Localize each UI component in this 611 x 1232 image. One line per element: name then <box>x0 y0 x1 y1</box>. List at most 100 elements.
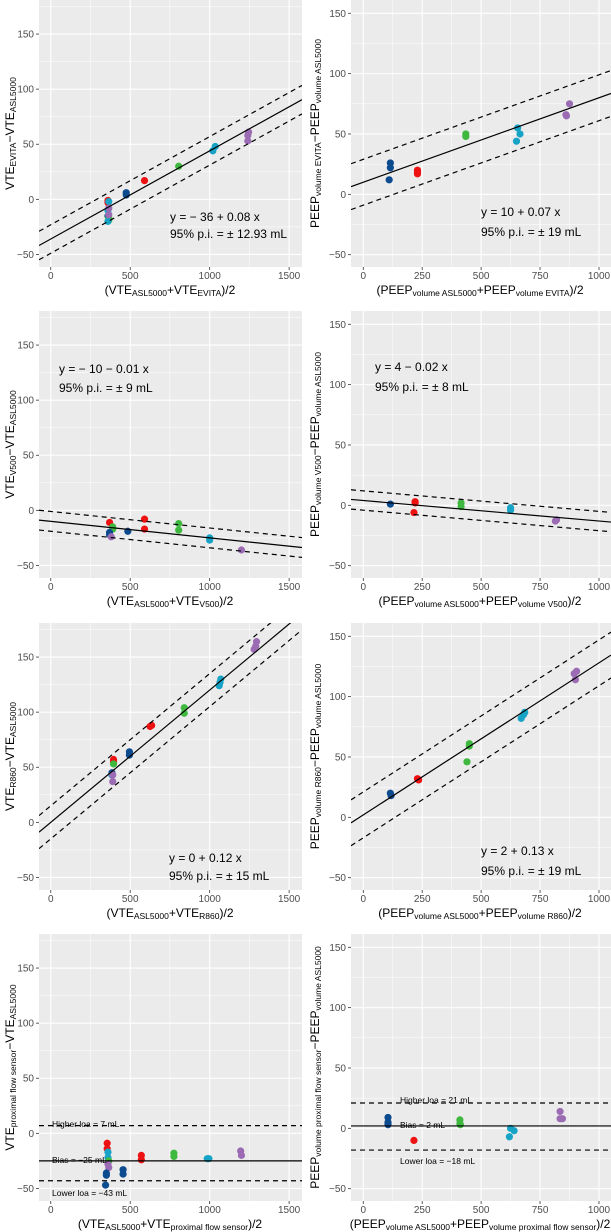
title-text: +PEEP <box>479 906 518 920</box>
subscript: volume R860 <box>518 911 568 921</box>
upper-prediction-interval <box>39 509 302 539</box>
data-point-purple <box>244 137 252 145</box>
y-tick-label: 50 <box>335 440 347 451</box>
data-point-blue <box>385 176 393 184</box>
data-point-green <box>175 162 183 170</box>
x-tick-label: 1000 <box>199 894 222 905</box>
subscript: ASL5000 <box>8 984 18 1019</box>
title-text: (PEEP <box>379 594 415 608</box>
x-axis-title: (VTEASL5000+VTEEVITA)/2 <box>105 283 236 298</box>
annotation: Bias = 2 mL <box>400 1120 445 1130</box>
annotation: 95% p.i. = ± 9 mL <box>59 381 153 395</box>
data-point-green <box>175 519 183 528</box>
plot-background <box>39 623 302 890</box>
data-point-cyan <box>505 1133 514 1141</box>
x-tick-label: 1000 <box>588 894 611 905</box>
data-point-purple <box>109 771 117 779</box>
annotation: 95% p.i. = ± 19 mL <box>481 225 582 239</box>
title-text: )/2 <box>248 1217 262 1231</box>
data-point-cyan <box>506 506 515 514</box>
data-point-cyan <box>510 1127 518 1135</box>
y-axis-title: PEEPvolume proximal flow sensor−PEEPvolu… <box>308 946 323 1189</box>
y-tick-label: 150 <box>329 632 346 643</box>
lower-prediction-interval <box>39 529 302 559</box>
x-tick-label: 1000 <box>588 271 611 282</box>
data-point-green <box>170 1152 178 1161</box>
x-axis-title: (PEEPvolume ASL5000+PEEPvolume V500)/2 <box>379 594 582 609</box>
data-point-purple <box>562 112 571 120</box>
subscript: ASL5000 <box>8 390 18 425</box>
subscript: R860 <box>199 911 220 921</box>
title-text: (VTE <box>106 906 133 920</box>
data-point-blue <box>102 1171 110 1179</box>
subscript: ASL5000 <box>8 77 18 112</box>
x-axis-title: (PEEPvolume ASL5000+PEEPvolume R860)/2 <box>378 906 582 921</box>
data-point-red <box>137 1156 145 1164</box>
title-text: −PEEP <box>308 1011 322 1050</box>
title-text: (VTE <box>78 1217 105 1231</box>
annotation: Lower loa = −43 mL <box>52 1188 127 1198</box>
x-axis-title: (PEEPvolume ASL5000+PEEPvolume proximal … <box>350 1217 611 1232</box>
lower-prediction-interval <box>351 677 611 847</box>
annotation: 95% p.i. = ± 19 mL <box>481 864 582 878</box>
x-axis-title: (PEEPvolume ASL5000+PEEPvolume EVITA)/2 <box>376 283 583 298</box>
subscript: volume ASL5000 <box>313 946 323 1011</box>
subscript: volume V500 <box>518 599 568 609</box>
title-text: −PEEP <box>308 416 322 455</box>
y-axis-title: VTEV500−VTEASL5000 <box>3 390 18 499</box>
data-point-green <box>109 760 118 768</box>
data-point-blue <box>386 500 394 508</box>
x-tick-label: 1500 <box>278 271 301 282</box>
subscript: volume ASL5000 <box>313 39 323 104</box>
x-tick-label: 1000 <box>199 582 222 593</box>
data-point-green <box>462 132 470 140</box>
subscript: ASL5000 <box>8 702 18 737</box>
title-text: +PEEP <box>450 1217 489 1231</box>
subscript: ASL5000 <box>132 288 167 298</box>
data-point-blue <box>101 1181 110 1189</box>
y-tick-label: 50 <box>23 763 35 774</box>
data-point-purple <box>105 211 113 219</box>
subscript: proximal flow sensor <box>171 1222 249 1232</box>
subscript: volume V500 <box>313 455 323 505</box>
panel-peep-volume-evita: 0 250 500 750 1000 −50 0 50 100 150 y = 10 + 0.07 … <box>308 0 611 298</box>
y-axis-title: PEEPvolume EVITA−PEEPvolume ASL5000 <box>308 39 323 228</box>
y-tick-label: 100 <box>329 1003 346 1014</box>
title-text: (VTE <box>105 283 132 297</box>
x-tick-label: 250 <box>414 271 431 282</box>
x-tick-label: 250 <box>414 894 431 905</box>
plot-area <box>39 311 302 578</box>
regression-line <box>351 498 611 523</box>
subscript: ASL5000 <box>134 911 169 921</box>
y-tick-label: 50 <box>23 451 35 462</box>
plot-area <box>39 0 302 267</box>
data-point-green <box>175 526 183 534</box>
panel-peep-volume-v500: 0 250 500 750 1000 −50 0 50 100 150 y = 4 − 0.02 x… <box>308 311 611 609</box>
data-point-purple <box>109 777 117 786</box>
data-point-red <box>148 721 156 729</box>
subscript: volume ASL5000 <box>386 1222 451 1232</box>
y-tick-label: 100 <box>329 380 346 391</box>
panel-vte-r860: 0 500 1000 1500 −50 0 50 100 150 y = 0 + 0.12 x 95… <box>3 623 302 921</box>
x-tick-label: 1000 <box>588 582 611 593</box>
plot-area <box>351 311 611 578</box>
data-point-blue <box>384 1121 392 1129</box>
y-tick-label: 0 <box>340 501 346 512</box>
annotation: y = − 36 + 0.08 x <box>170 210 260 224</box>
title-text: (PEEP <box>376 283 412 297</box>
plot-area <box>351 0 611 267</box>
annotation: 95% p.i. = ± 15 mL <box>169 869 270 883</box>
x-tick-label: 0 <box>48 1205 54 1216</box>
data-point-purple <box>252 638 261 646</box>
x-tick-label: 500 <box>473 894 490 905</box>
subscript: R860 <box>8 767 18 788</box>
y-tick-label: 100 <box>17 708 34 719</box>
data-point-red <box>140 177 149 185</box>
y-tick-label: 50 <box>335 129 347 140</box>
x-tick-label: 250 <box>414 1205 431 1216</box>
x-axis-title: (VTEASL5000+VTER860)/2 <box>106 906 233 921</box>
x-axis-title: (VTEASL5000+VTEV500)/2 <box>107 594 234 609</box>
annotation: Higher loa = 7 mL <box>52 1119 120 1129</box>
y-tick-label: −50 <box>329 561 346 572</box>
y-tick-label: −50 <box>329 250 346 261</box>
